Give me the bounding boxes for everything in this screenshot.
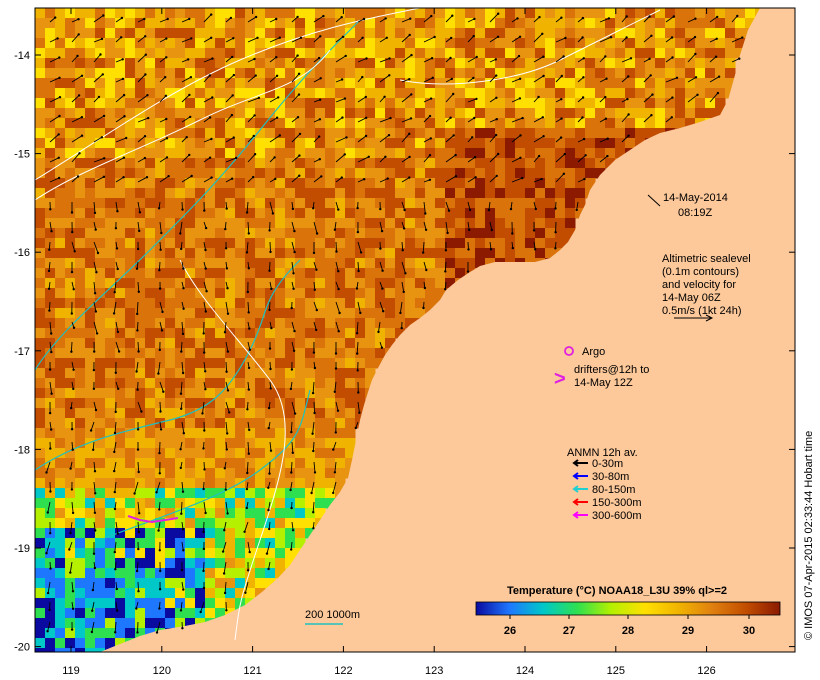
x-tick-label: 119	[62, 665, 80, 677]
timestamp-time: 08:19Z	[678, 207, 713, 219]
x-tick-label: 122	[334, 665, 352, 677]
colorbar-tick-label: 30	[743, 625, 755, 637]
velocity-scale-arrow	[674, 314, 714, 322]
colorbar-title: Temperature (°C) NOAA18_L3U 39% ql>=2	[507, 585, 727, 597]
altimetry-line-1: Altimetric sealevel	[662, 253, 751, 265]
y-tick-label: -17	[14, 346, 30, 358]
drifter-symbol: >	[554, 368, 566, 390]
colorbar-tick-label: 27	[563, 625, 575, 637]
x-tick-label: 121	[243, 665, 261, 677]
colorbar-tick-label: 26	[504, 625, 516, 637]
land-mass	[100, 8, 795, 652]
colorbar-ticks: 26 27 28 29 30	[504, 615, 755, 637]
colorbar	[475, 601, 781, 616]
plot-frame	[34, 7, 796, 653]
anmn-item-label: 150-300m	[592, 497, 642, 509]
colorbar-tick-label: 28	[622, 625, 634, 637]
credit-text: © IMOS 07-Apr-2015 02:33:44 Hobart time	[803, 431, 815, 640]
y-tick-label: -18	[14, 444, 30, 456]
colorbar-tick-label: 29	[682, 625, 694, 637]
y-tick-label: -14	[14, 50, 30, 62]
drifters-line-2: 14-May 12Z	[574, 377, 633, 389]
x-tick-label: 123	[425, 665, 443, 677]
altimetry-line-5: 0.5m/s (1kt 24h)	[662, 305, 741, 317]
sealevel-contours	[35, 8, 661, 641]
x-tick-label: 126	[697, 665, 715, 677]
x-axis: 119 120 121 122 123 124 125 126	[62, 8, 716, 677]
sea-surface-temperature-field	[35, 8, 795, 652]
y-tick-label: -19	[14, 543, 30, 555]
altimetry-line-4: 14-May 06Z	[662, 292, 721, 304]
y-tick-label: -16	[14, 247, 30, 259]
depth-legend-label: 200 1000m	[305, 609, 360, 621]
altimetry-line-2: (0.1m contours)	[662, 266, 739, 278]
anmn-item-label: 30-80m	[592, 471, 629, 483]
timestamp-pointer	[647, 194, 661, 207]
altimetry-line-3: and velocity for	[662, 279, 736, 291]
y-axis: -14 -15 -16 -17 -18 -19 -20	[14, 50, 795, 654]
velocity-arrows	[45, 12, 744, 634]
argo-marker	[564, 346, 574, 356]
argo-label: Argo	[582, 346, 605, 358]
y-tick-label: -15	[14, 149, 30, 161]
drifters-line-1: drifters@12h to	[574, 364, 649, 376]
anmn-item-label: 300-600m	[592, 510, 642, 522]
anmn-title: ANMN 12h av.	[567, 447, 638, 459]
timestamp-date: 14-May-2014	[663, 192, 728, 204]
anmn-item-label: 80-150m	[592, 484, 635, 496]
x-tick-label: 124	[516, 665, 534, 677]
x-tick-label: 120	[153, 665, 171, 677]
y-tick-label: -20	[14, 642, 30, 654]
x-tick-label: 125	[607, 665, 625, 677]
anmn-item-label: 0-30m	[592, 458, 623, 470]
